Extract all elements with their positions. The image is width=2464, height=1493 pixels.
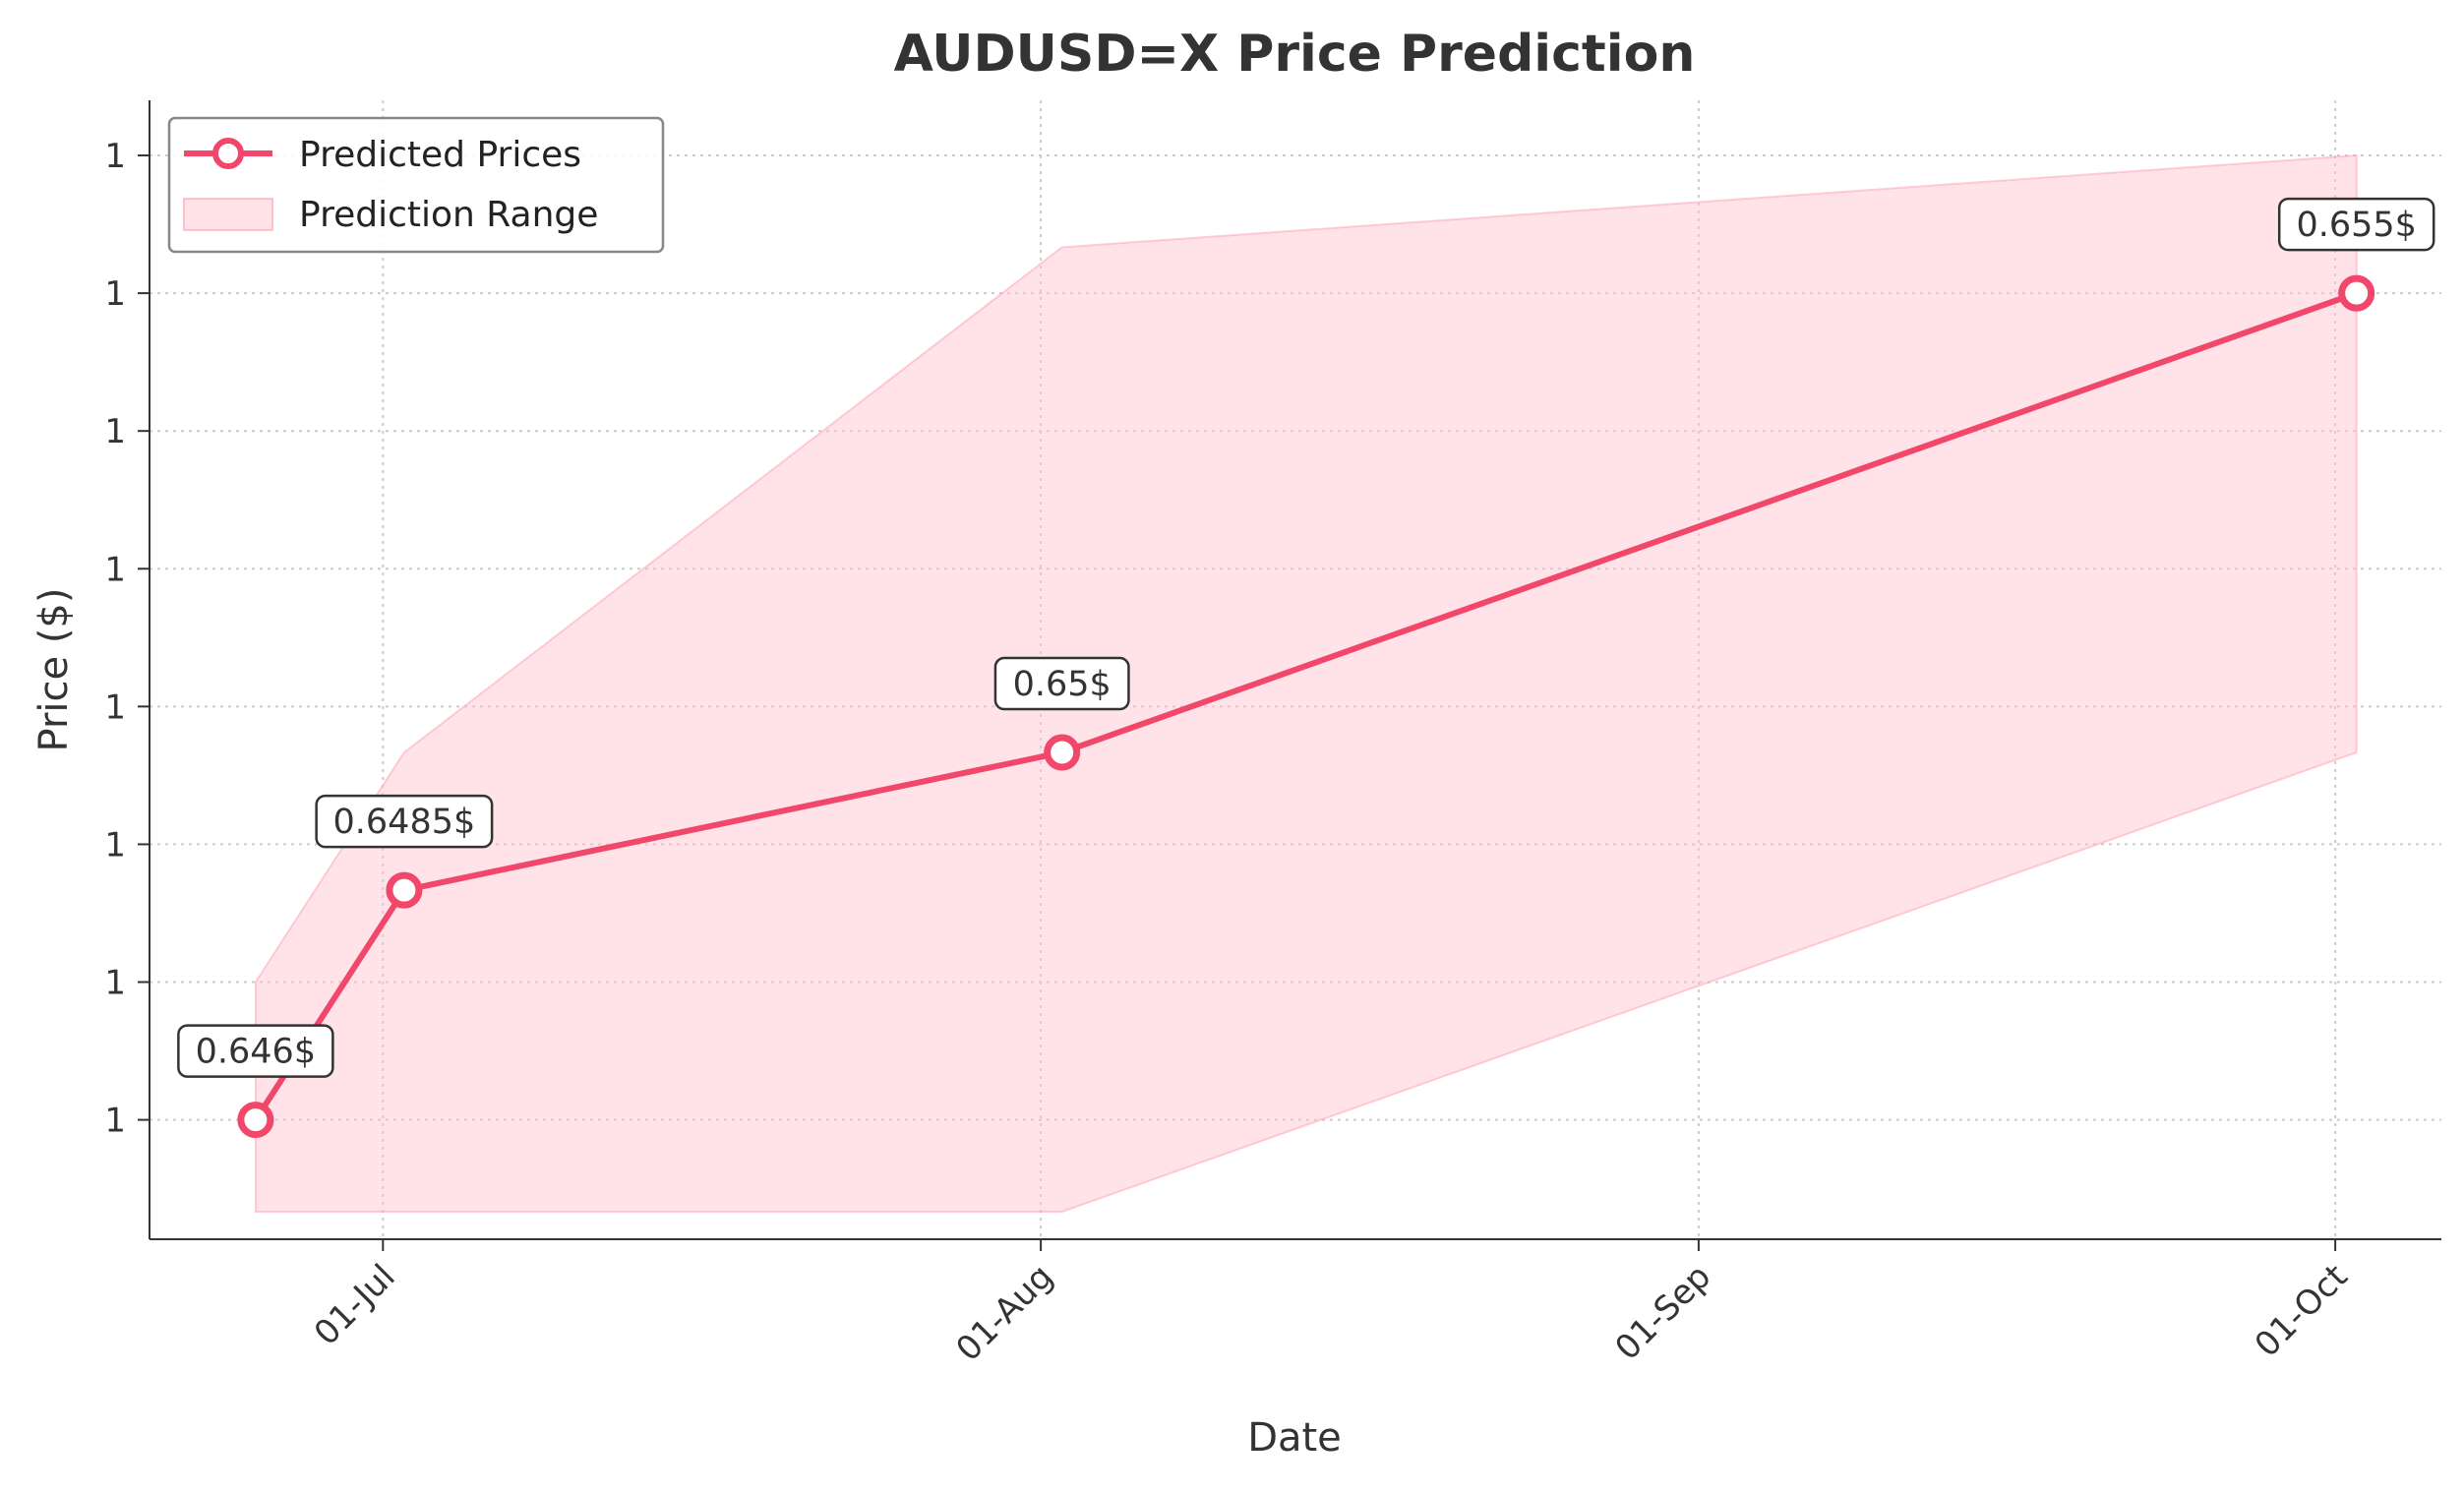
data-label-box bbox=[177, 1024, 334, 1078]
prediction-range-layer bbox=[254, 153, 2358, 1213]
legend-marker-swatch bbox=[212, 138, 244, 169]
data-label: 0.6485$ bbox=[333, 803, 476, 842]
prediction-range-area bbox=[254, 153, 2358, 1213]
chart-title: AUDUSD=X Price Prediction bbox=[894, 25, 1696, 84]
data-labels-layer: 0.646$ 0.6485$ 0.65$ 0.655$ bbox=[177, 197, 2435, 1078]
y-axis-label: Price ($) bbox=[31, 588, 77, 752]
y-tick-label: 1 bbox=[104, 687, 126, 727]
y-tick-label: 1 bbox=[104, 274, 126, 314]
legend: Predicted Prices Prediction Range bbox=[167, 116, 665, 254]
legend-label-predicted: Predicted Prices bbox=[299, 135, 581, 175]
data-label: 0.655$ bbox=[2296, 206, 2416, 245]
data-label-box bbox=[315, 794, 494, 849]
y-tick-label: 1 bbox=[104, 825, 126, 865]
data-label-box bbox=[2277, 197, 2435, 252]
y-tick-label: 1 bbox=[104, 550, 126, 589]
y-tick-label: 1 bbox=[104, 412, 126, 451]
x-axis-label: Date bbox=[1247, 1415, 1342, 1461]
predicted-line-layer bbox=[252, 290, 2360, 1123]
data-label: 0.65$ bbox=[1013, 665, 1112, 704]
y-tick-label: 1 bbox=[104, 1102, 126, 1141]
axes bbox=[149, 100, 2441, 1240]
y-tick-label: 1 bbox=[104, 137, 126, 176]
y-tick-label: 1 bbox=[104, 964, 126, 1003]
data-label: 0.646$ bbox=[196, 1033, 316, 1072]
data-point bbox=[386, 871, 423, 909]
data-point bbox=[237, 1102, 274, 1139]
data-point bbox=[1044, 734, 1081, 771]
y-ticks: 1 1 1 1 1 1 1 1 bbox=[104, 137, 150, 1141]
data-label-box bbox=[993, 656, 1130, 711]
predicted-prices-line bbox=[252, 290, 2360, 1123]
legend-area-swatch bbox=[183, 198, 273, 231]
legend-label-range: Prediction Range bbox=[299, 195, 598, 235]
data-point bbox=[2338, 274, 2375, 312]
legend-box bbox=[167, 116, 665, 254]
data-points-layer bbox=[237, 274, 2375, 1139]
